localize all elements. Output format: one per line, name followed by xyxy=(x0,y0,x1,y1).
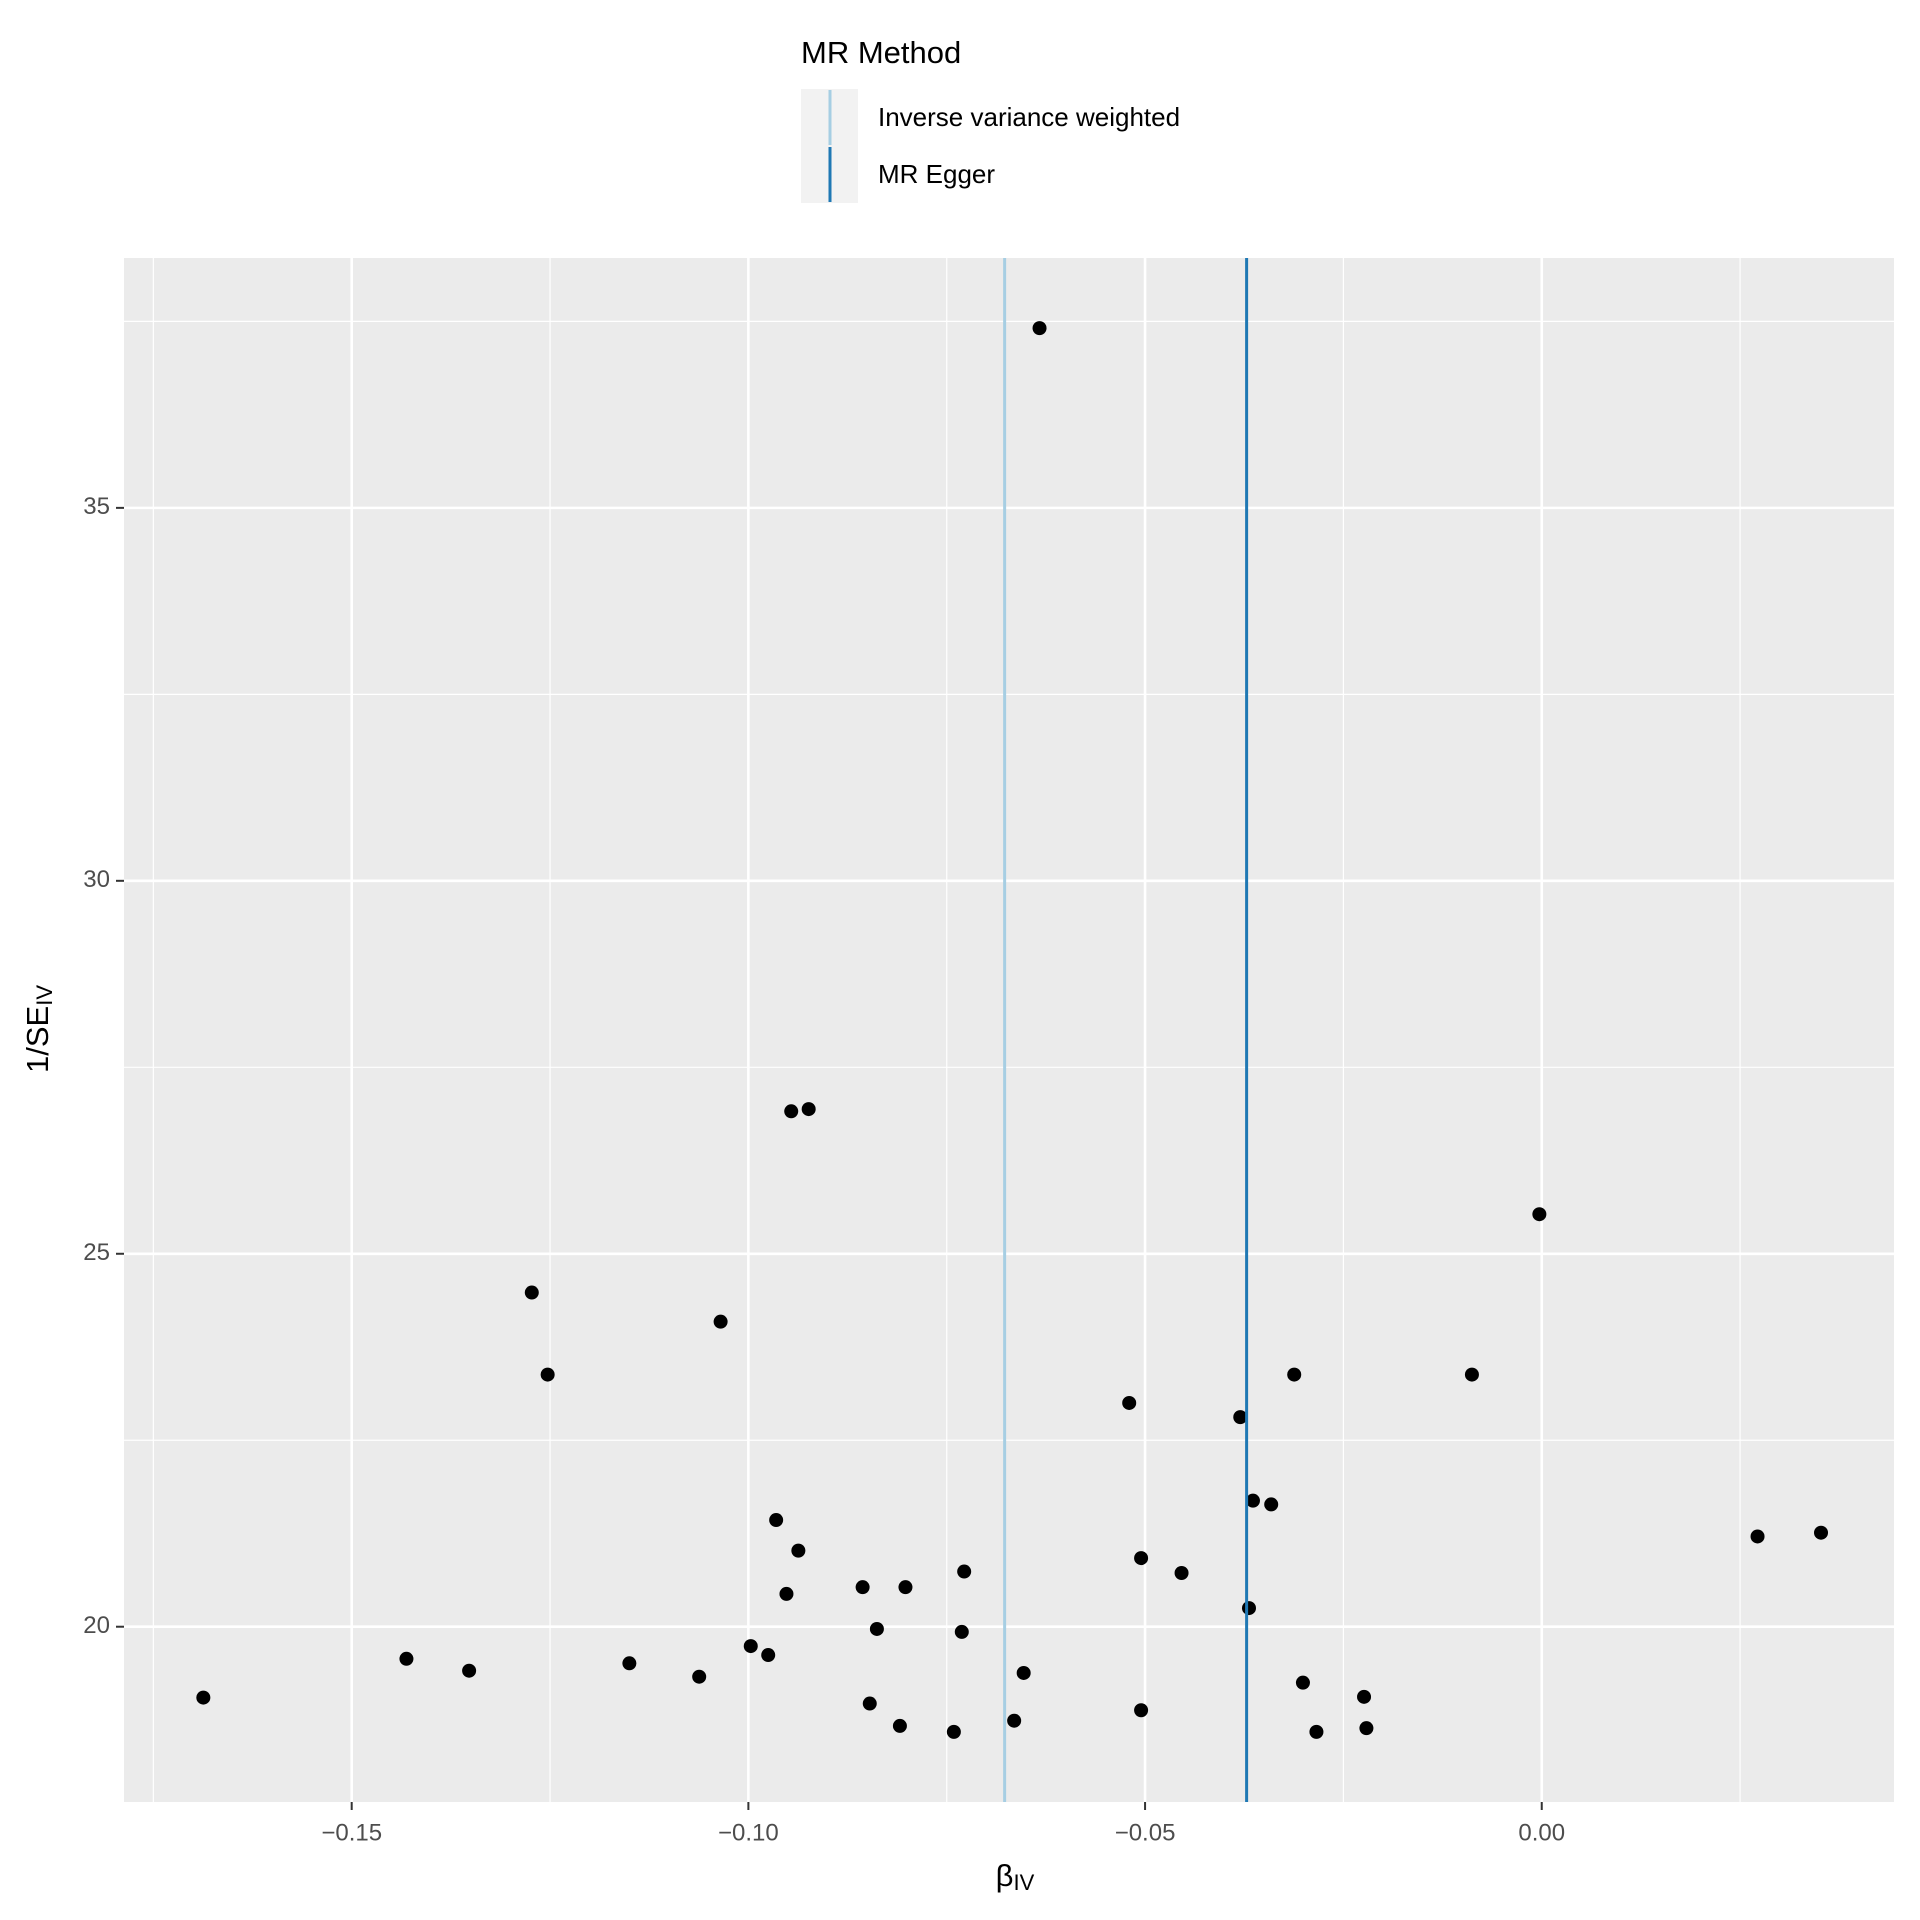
point xyxy=(957,1564,972,1579)
y-tick-label: 30 xyxy=(83,866,110,893)
point xyxy=(1233,1410,1248,1425)
point xyxy=(1122,1395,1137,1410)
point xyxy=(898,1580,913,1595)
y-tick-label: 25 xyxy=(83,1239,110,1266)
legend-title: MR Method xyxy=(801,35,961,70)
point xyxy=(784,1104,799,1119)
point xyxy=(1134,1703,1149,1718)
point xyxy=(1357,1689,1372,1704)
point xyxy=(1245,1493,1260,1508)
point xyxy=(1241,1601,1256,1616)
point xyxy=(1134,1551,1149,1566)
point xyxy=(1814,1525,1829,1540)
point xyxy=(791,1543,806,1558)
x-axis-title-main: β xyxy=(996,1858,1014,1893)
point xyxy=(462,1663,477,1678)
point xyxy=(1359,1721,1374,1736)
point xyxy=(1287,1367,1302,1382)
point xyxy=(1032,321,1047,336)
point xyxy=(801,1102,816,1117)
point xyxy=(713,1314,728,1329)
x-tick-label: −0.05 xyxy=(1115,1819,1176,1846)
x-tick-label: −0.10 xyxy=(718,1819,779,1846)
point xyxy=(1007,1713,1022,1728)
x-axis-title: βIV xyxy=(996,1858,1035,1895)
y-axis-title-main: 1/SE xyxy=(20,1006,55,1073)
point xyxy=(692,1669,707,1684)
point xyxy=(1309,1724,1324,1739)
legend-label: MR Egger xyxy=(878,159,995,189)
y-tick-label: 35 xyxy=(83,493,110,520)
point xyxy=(1750,1529,1765,1544)
point xyxy=(892,1718,907,1733)
x-tick-label: 0.00 xyxy=(1518,1819,1565,1846)
point xyxy=(946,1724,961,1739)
point xyxy=(779,1586,794,1601)
point xyxy=(399,1651,414,1666)
point xyxy=(869,1621,884,1636)
point xyxy=(1295,1675,1310,1690)
point xyxy=(1264,1497,1279,1512)
point xyxy=(540,1367,555,1382)
point xyxy=(1532,1207,1547,1222)
point xyxy=(196,1690,211,1705)
legend-label: Inverse variance weighted xyxy=(878,102,1180,132)
point xyxy=(954,1624,969,1639)
point xyxy=(1174,1566,1189,1581)
point xyxy=(743,1639,758,1654)
point xyxy=(524,1285,539,1300)
point xyxy=(622,1656,637,1671)
point xyxy=(1464,1367,1479,1382)
y-tick-label: 20 xyxy=(83,1612,110,1639)
point xyxy=(769,1513,784,1528)
x-axis-title-sub: IV xyxy=(1014,1870,1035,1895)
point xyxy=(862,1696,877,1711)
point xyxy=(1016,1665,1031,1680)
y-axis-title: 1/SEIV xyxy=(20,985,57,1073)
y-axis-title-sub: IV xyxy=(32,985,57,1006)
point xyxy=(761,1648,776,1663)
panel xyxy=(124,258,1894,1802)
x-tick-label: −0.15 xyxy=(321,1819,382,1846)
point xyxy=(855,1580,870,1595)
